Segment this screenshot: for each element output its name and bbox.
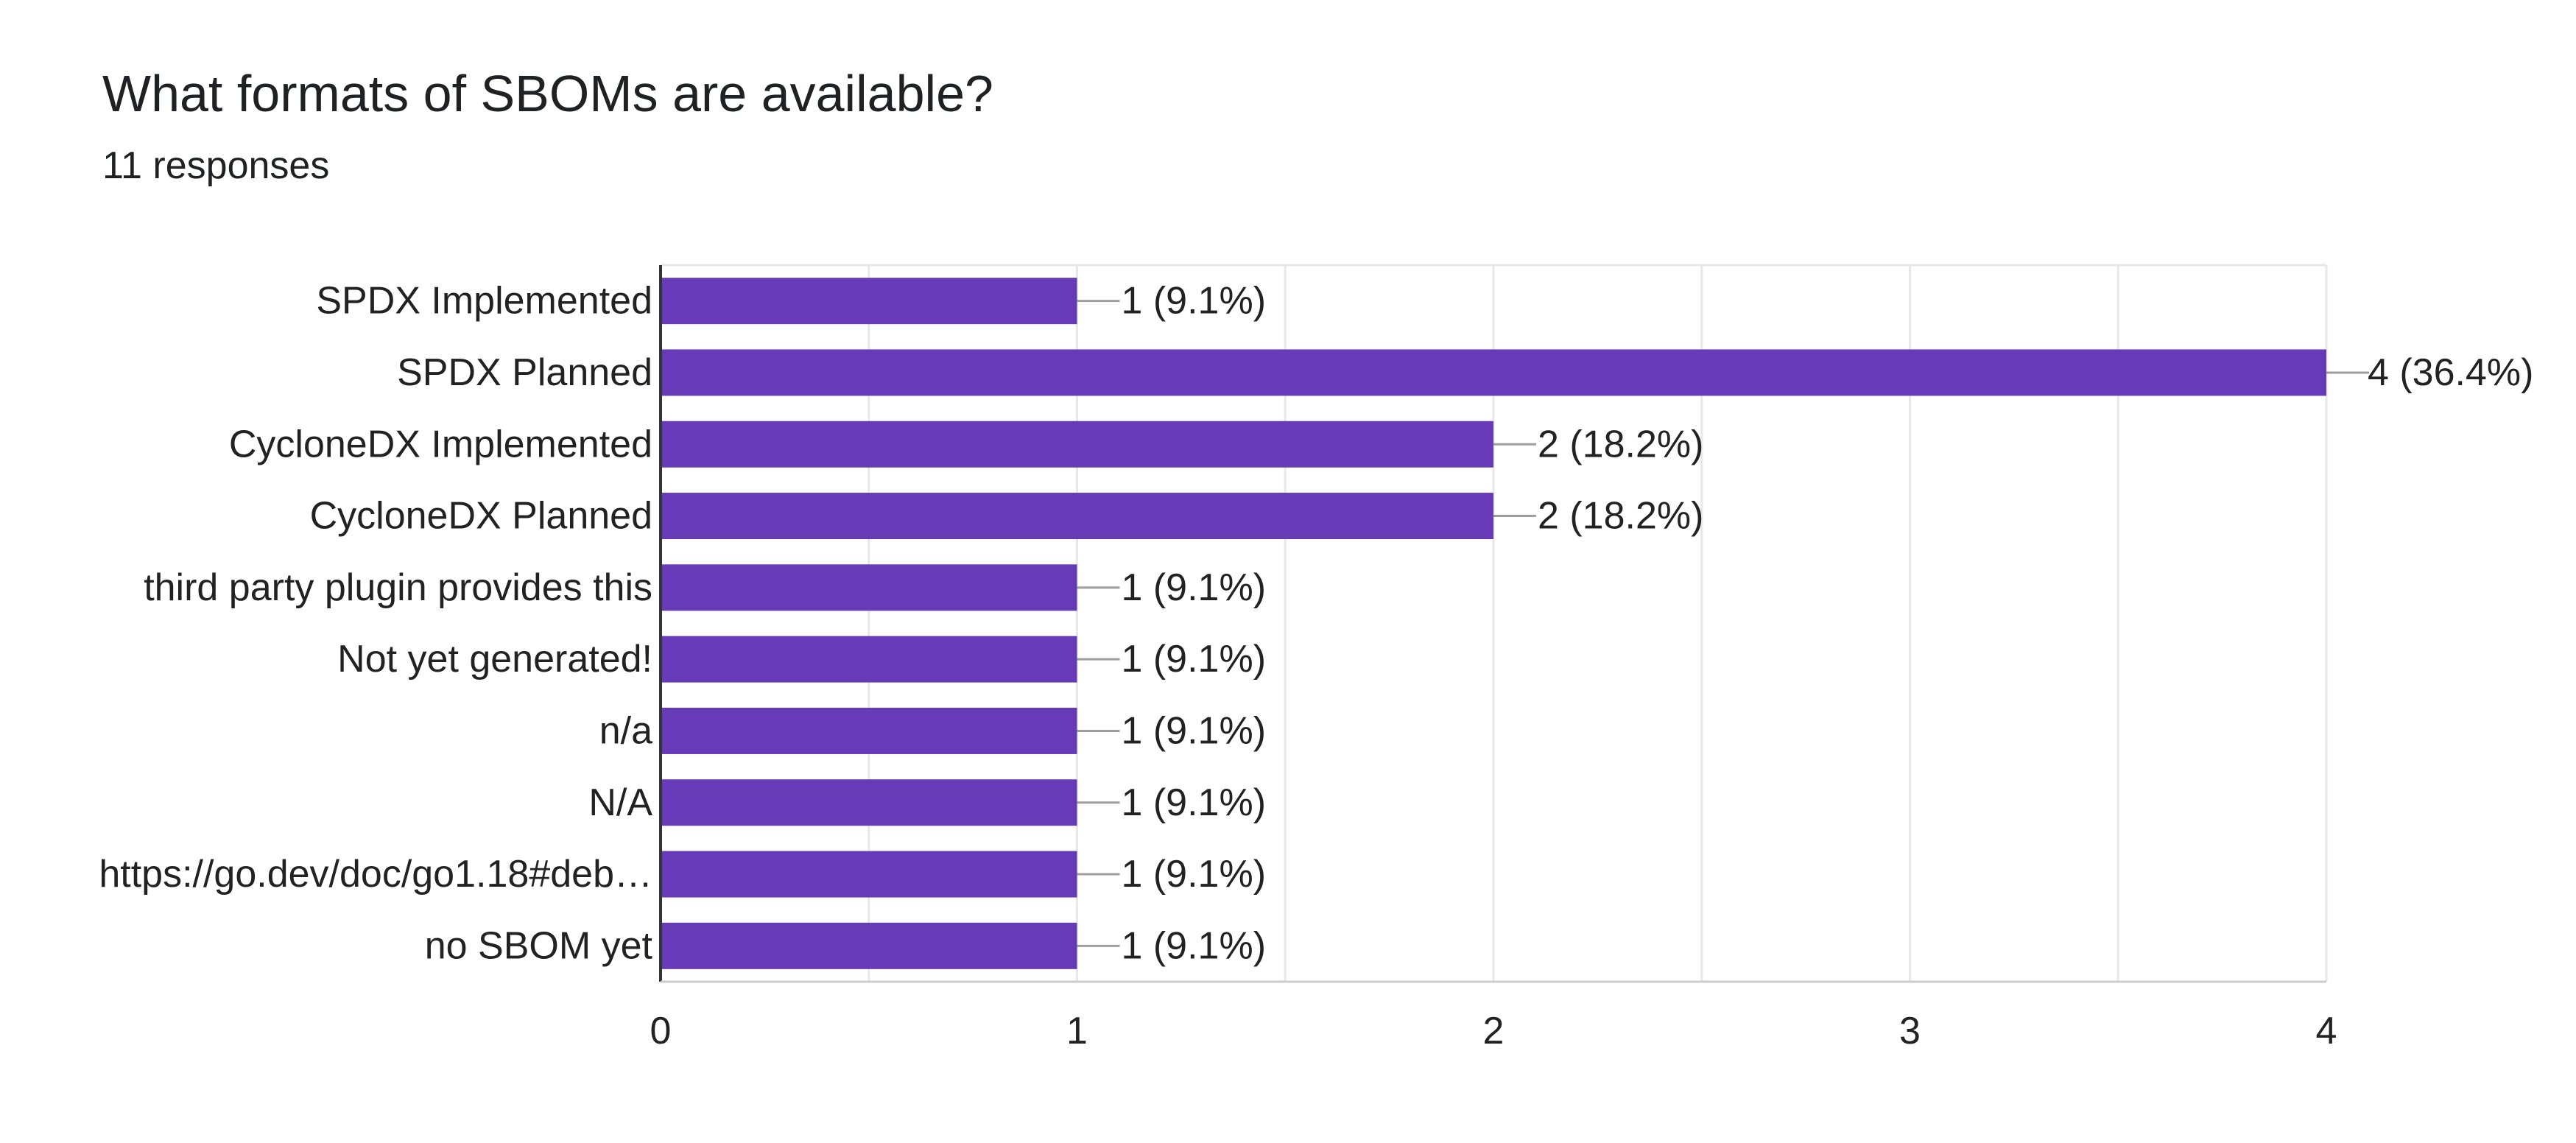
- category-label: SPDX Implemented: [316, 280, 652, 323]
- response-count: 11 responses: [102, 144, 330, 187]
- x-tick-label: 2: [1483, 1010, 1505, 1052]
- category-label: N/A: [588, 781, 652, 824]
- bar: [661, 707, 1077, 754]
- bar: [661, 922, 1077, 969]
- bar: [661, 564, 1077, 611]
- data-label: 4 (36.4%): [2368, 351, 2533, 394]
- labels: SPDX Implemented 1 (9.1%) SPDX Planned 4 (3…: [99, 280, 2533, 968]
- bar: [661, 278, 1077, 325]
- bar: [661, 851, 1077, 898]
- bar: [661, 779, 1077, 826]
- category-label: Not yet generated!: [337, 638, 652, 680]
- bar: [661, 636, 1077, 683]
- category-label: SPDX Planned: [397, 351, 652, 394]
- category-label: CycloneDX Implemented: [229, 423, 652, 465]
- category-label: https://go.dev/doc/go1.18#deb…: [99, 853, 652, 896]
- bar: [661, 493, 1493, 540]
- bar: [661, 421, 1493, 468]
- chart-title: What formats of SBOMs are available?: [102, 65, 993, 122]
- data-label: 2 (18.2%): [1538, 423, 1703, 465]
- data-label: 1 (9.1%): [1122, 638, 1267, 680]
- category-label: third party plugin provides this: [144, 566, 652, 609]
- bars: [661, 278, 2326, 969]
- x-tick-label: 3: [1899, 1010, 1921, 1052]
- data-label: 1 (9.1%): [1122, 280, 1267, 323]
- data-label: 1 (9.1%): [1122, 853, 1267, 896]
- axes: 0 1 2 3 4: [650, 265, 2337, 1052]
- x-tick-label: 4: [2316, 1010, 2337, 1052]
- data-label: 1 (9.1%): [1122, 566, 1267, 609]
- category-label: CycloneDX Planned: [310, 495, 652, 538]
- category-label: no SBOM yet: [425, 924, 653, 967]
- data-label: 1 (9.1%): [1122, 924, 1267, 967]
- data-label: 2 (18.2%): [1538, 495, 1703, 538]
- x-tick-label: 0: [650, 1010, 672, 1052]
- data-label: 1 (9.1%): [1122, 781, 1267, 824]
- x-tick-label: 1: [1066, 1010, 1088, 1052]
- bar: [661, 349, 2326, 396]
- data-label: 1 (9.1%): [1122, 709, 1267, 752]
- category-label: n/a: [599, 709, 652, 752]
